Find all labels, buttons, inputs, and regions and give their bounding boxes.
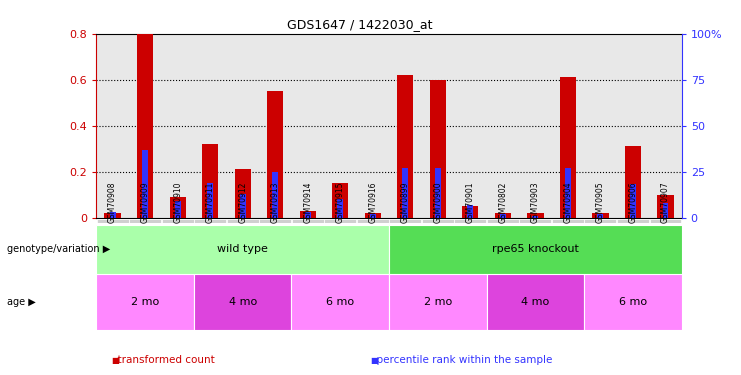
Text: GSM70913: GSM70913 [270,182,279,223]
Bar [337,199,343,217]
Bar [552,219,584,223]
Bar [267,91,283,218]
Text: wild type: wild type [217,244,268,254]
Bar [142,150,148,217]
Bar [272,172,278,217]
Bar [430,80,446,218]
Text: GSM70909: GSM70909 [141,182,150,223]
Text: GSM70907: GSM70907 [661,182,670,223]
Bar [519,219,551,223]
Bar [365,213,381,217]
Text: GSM70905: GSM70905 [596,182,605,223]
Bar [487,219,519,223]
Text: GSM70906: GSM70906 [628,182,637,223]
Bar [202,144,219,218]
Bar [389,274,487,330]
Bar [96,219,128,223]
Text: GSM70802: GSM70802 [499,182,508,223]
Bar [650,219,682,223]
Bar [625,146,641,218]
Bar [110,212,116,217]
Bar [104,213,121,217]
Text: GSM70915: GSM70915 [336,182,345,223]
Bar [402,168,408,217]
Text: GSM70910: GSM70910 [173,182,182,223]
Bar [487,274,584,330]
Bar [422,219,453,223]
Bar [305,212,310,217]
Bar [657,195,674,217]
Bar [584,274,682,330]
Bar [565,168,571,217]
Bar [630,184,636,218]
Text: 4 mo: 4 mo [521,297,550,307]
Bar [592,213,608,217]
Bar [500,214,506,217]
Bar [292,219,324,223]
Text: 2 mo: 2 mo [131,297,159,307]
Text: GSM70901: GSM70901 [466,182,475,223]
Text: GSM70900: GSM70900 [433,182,442,223]
Bar [240,194,245,217]
Bar [357,219,389,223]
Text: 2 mo: 2 mo [424,297,452,307]
Bar [370,214,376,217]
Title: GDS1647 / 1422030_at: GDS1647 / 1422030_at [287,18,433,31]
Text: 6 mo: 6 mo [326,297,354,307]
Text: age ▶: age ▶ [7,297,36,307]
Bar [435,168,441,217]
Bar [194,219,226,223]
Text: GSM70914: GSM70914 [303,182,312,223]
Text: GSM70908: GSM70908 [108,182,117,223]
Bar [389,219,421,223]
Text: GSM70904: GSM70904 [563,182,572,223]
Bar [533,216,538,217]
Bar [170,197,186,217]
Bar [389,225,682,274]
Bar [194,274,291,330]
Text: GSM70903: GSM70903 [531,182,540,223]
Bar [162,219,193,223]
Bar [175,201,181,217]
Bar [462,206,479,218]
Bar [468,205,473,218]
Bar [96,225,389,274]
Bar [528,213,543,217]
Bar [559,77,576,218]
Bar [495,213,511,217]
Bar [662,203,668,217]
Text: percentile rank within the sample: percentile rank within the sample [370,355,553,365]
Bar [332,183,348,218]
Bar [597,214,603,217]
Text: GSM70911: GSM70911 [206,182,215,223]
Bar [325,219,356,223]
Text: 4 mo: 4 mo [228,297,257,307]
Text: transformed count: transformed count [111,355,215,365]
Bar [291,274,389,330]
Text: rpe65 knockout: rpe65 knockout [492,244,579,254]
Bar [299,211,316,218]
Text: GSM70899: GSM70899 [401,182,410,223]
Bar [617,219,649,223]
Bar [259,219,291,223]
Bar [235,169,250,217]
Bar [207,183,213,218]
Text: ■: ■ [370,356,379,364]
Bar [137,34,153,218]
Bar [227,219,259,223]
Text: ■: ■ [111,356,119,364]
Text: genotype/variation ▶: genotype/variation ▶ [7,244,110,254]
Text: GSM70916: GSM70916 [368,182,377,223]
Text: 6 mo: 6 mo [619,297,647,307]
Text: GSM70912: GSM70912 [238,182,247,223]
Bar [454,219,486,223]
Bar [129,219,161,223]
Bar [96,274,194,330]
Bar [397,75,413,217]
Bar [585,219,617,223]
